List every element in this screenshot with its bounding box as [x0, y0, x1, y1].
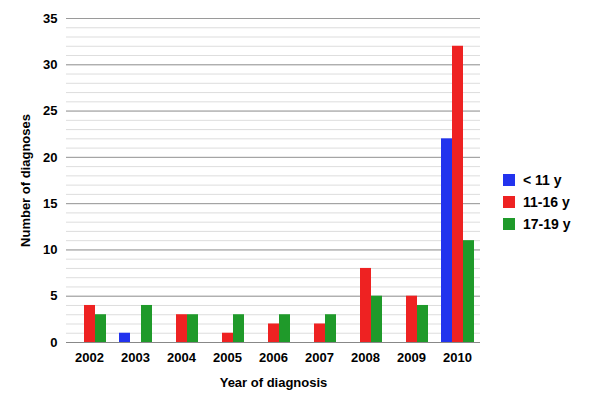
svg-text:2008: 2008	[351, 350, 380, 365]
svg-text:2006: 2006	[259, 350, 288, 365]
svg-text:2010: 2010	[443, 350, 472, 365]
svg-text:30: 30	[43, 57, 57, 72]
svg-text:2009: 2009	[397, 350, 426, 365]
svg-text:2003: 2003	[121, 350, 150, 365]
svg-text:5: 5	[50, 288, 57, 303]
svg-text:2004: 2004	[167, 350, 197, 365]
html-text:11-16 y: 11-16 y	[523, 194, 570, 210]
svg-text:2007: 2007	[305, 350, 334, 365]
svg-text:25: 25	[43, 103, 57, 118]
svg-text:0: 0	[50, 335, 57, 350]
svg-text:10: 10	[43, 242, 57, 257]
svg-text:2005: 2005	[213, 350, 242, 365]
html-text:17-19 y: 17-19 y	[523, 216, 571, 232]
svg-text:2002: 2002	[75, 350, 104, 365]
svg-text:Number of diagnoses: Number of diagnoses	[18, 114, 33, 247]
svg-text:35: 35	[43, 11, 57, 26]
svg-text:20: 20	[43, 150, 57, 165]
svg-text:Year of diagnosis: Year of diagnosis	[220, 375, 328, 390]
html-text:< 11 y: < 11 y	[523, 172, 562, 188]
svg-text:15: 15	[43, 196, 57, 211]
